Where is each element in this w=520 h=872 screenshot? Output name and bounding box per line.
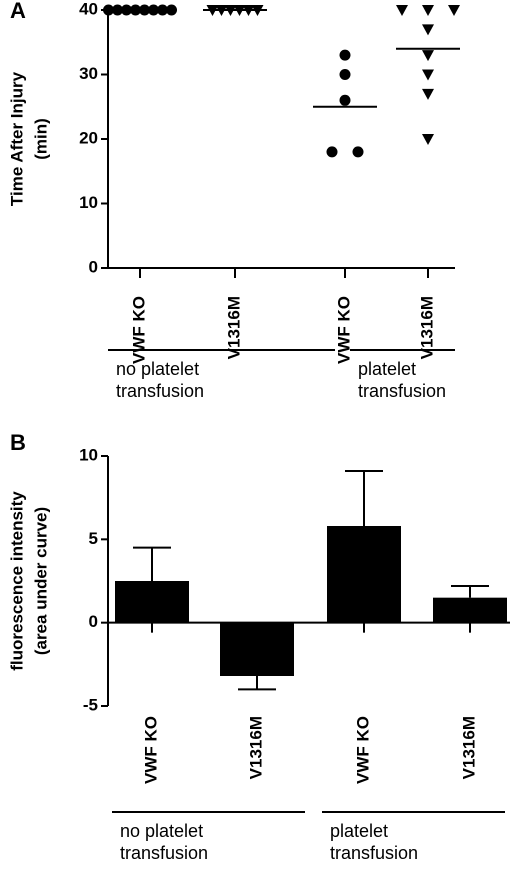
group-label: transfusion <box>330 843 418 863</box>
x-tick-label: V1316M <box>417 296 436 359</box>
bar <box>115 581 189 623</box>
group-label: platelet <box>358 359 416 379</box>
triangle <box>396 5 408 16</box>
y-axis-label: Time After Injury <box>7 71 26 206</box>
x-tick-label: V1316M <box>459 716 478 779</box>
bar <box>327 526 401 623</box>
x-tick-label: V1316M <box>246 716 265 779</box>
dot <box>326 146 338 158</box>
y-tick-label: -5 <box>83 695 98 714</box>
x-tick-label: VWF KO <box>141 716 160 784</box>
triangle <box>422 134 434 145</box>
triangle <box>448 5 460 16</box>
y-tick-label: 5 <box>89 529 98 548</box>
x-tick-label: VWF KO <box>353 716 372 784</box>
triangle <box>422 50 434 62</box>
y-tick-label: 10 <box>79 445 98 464</box>
y-tick-label: 30 <box>79 64 98 83</box>
triangle <box>422 88 434 100</box>
panel-label: B <box>10 430 26 455</box>
triangle <box>422 69 434 81</box>
x-tick-label: VWF KO <box>129 296 148 364</box>
y-tick-label: 10 <box>79 193 98 212</box>
panel-label: A <box>10 0 26 23</box>
dot <box>352 146 364 158</box>
y-axis-label: (area under curve) <box>31 507 50 655</box>
x-tick-label: VWF KO <box>334 296 353 364</box>
dot <box>339 94 351 106</box>
triangle <box>422 5 434 16</box>
y-tick-label: 40 <box>79 0 98 18</box>
y-tick-label: 0 <box>89 612 98 631</box>
group-label: transfusion <box>120 843 208 863</box>
group-label: transfusion <box>116 381 204 401</box>
y-axis-label: fluorescence intensity <box>7 491 26 671</box>
group-label: no platelet <box>116 359 199 379</box>
y-tick-label: 0 <box>89 257 98 276</box>
bar <box>220 622 294 676</box>
triangle <box>422 24 434 36</box>
dot <box>339 49 351 61</box>
group-label: transfusion <box>358 381 446 401</box>
group-label: platelet <box>330 821 388 841</box>
bar <box>433 597 507 623</box>
x-tick-label: V1316M <box>224 296 243 359</box>
dot <box>339 69 351 80</box>
y-axis-label: (min) <box>31 118 50 160</box>
y-tick-label: 20 <box>79 128 98 147</box>
group-label: no platelet <box>120 821 203 841</box>
